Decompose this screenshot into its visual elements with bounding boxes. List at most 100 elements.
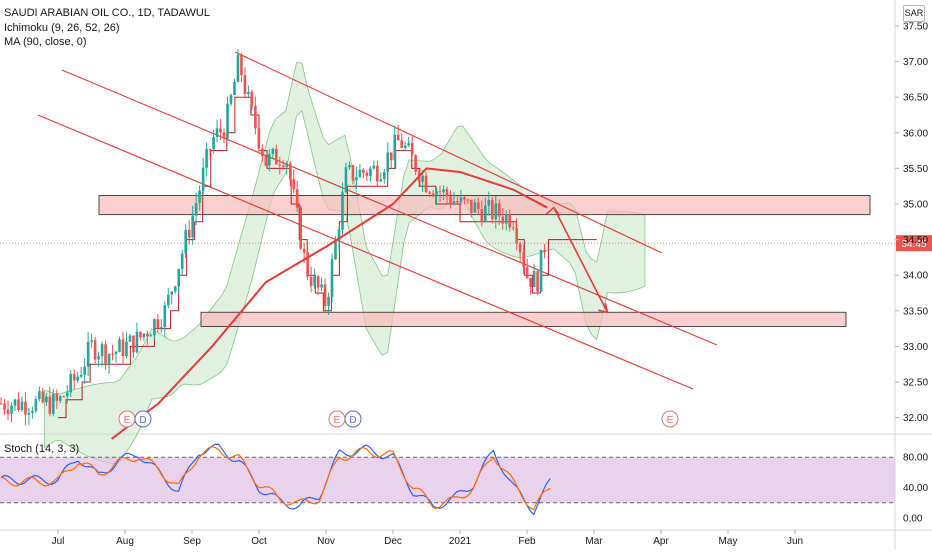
candle-body [320,284,323,288]
stoch-band [0,457,895,503]
candle-body [38,391,41,400]
candle-body [34,399,38,412]
price-tick-label: 37.00 [903,57,928,68]
candle-body [52,393,55,414]
candle-body [309,276,313,286]
candle-body [393,134,397,161]
candle-body [261,148,264,157]
candle-body [156,319,160,329]
candle-body [508,214,512,228]
candle-body [187,229,191,238]
candle-body [201,167,205,191]
time-tick-label: Mar [585,536,603,547]
candle-body [72,373,76,381]
candle-body [233,82,236,95]
candle-body [281,165,285,167]
candle-body [327,296,330,307]
candle-body [330,259,334,297]
time-tick-label: Feb [518,536,536,547]
candle-body [111,354,114,356]
candle-body [494,203,498,220]
price-tick-label: 36.00 [903,128,928,139]
event-d-nov-ring [344,410,362,428]
candle-body [163,305,167,328]
candle-body [295,189,299,208]
stoch-tick-label: 40.00 [903,483,928,494]
candle-body [100,344,104,357]
candle-body [536,271,539,292]
candle-body [351,165,355,181]
projection-arrow-top [545,206,561,216]
candle-body [442,189,445,193]
legend-stoch[interactable]: Stoch (14, 3, 3) [4,443,80,455]
candle-body [48,396,52,414]
candle-body [93,340,97,360]
currency-badge[interactable]: SAR [903,5,925,22]
candle-body [438,191,442,193]
event-e-mar: E [667,415,674,426]
candle-body [323,284,327,307]
candle-body [257,128,261,149]
candle-body [365,172,369,176]
price-tick-label: 33.50 [903,306,928,317]
projection-arrow [553,207,609,313]
candle-body [539,249,543,292]
candle-body [45,396,48,403]
candle-body [372,165,376,169]
candle-body [480,208,484,222]
candle-body [334,240,337,260]
candle-body [58,396,62,401]
candle-body [435,191,438,197]
candle-body [65,392,69,397]
candle-body [236,54,240,83]
candle-body [414,155,417,172]
candle-body [529,277,532,287]
candle-body [490,200,494,220]
candle-body [376,165,379,182]
ma-90-line [110,167,548,440]
candle-body [501,216,505,224]
candle-body [268,153,271,166]
candle-body [160,327,163,329]
candle-body [146,333,149,337]
price-tick-label: 36.50 [903,93,928,104]
price-tick-label: 34.50 [903,235,928,246]
candle-body [532,271,536,287]
candle-body [396,134,400,141]
candle-body [69,373,73,393]
candle-body [487,200,491,206]
candle-body [10,405,13,414]
candle-body [543,249,546,252]
candle-body [205,149,208,168]
legend-ma[interactable]: MA (90, close, 0) [4,36,87,48]
candle-body [121,339,125,357]
time-tick-label: Apr [653,536,669,547]
candle-body [107,354,111,364]
candle-body [114,351,118,355]
candle-body [104,344,107,364]
price-tick-label: 35.00 [903,200,928,211]
legend-title[interactable]: SAUDI ARABIAN OIL CO., 1D, TADAWUL [4,7,210,19]
candle-body [504,214,508,224]
stoch-line-1 [0,443,551,516]
candle-body [428,192,431,194]
candle-body [125,341,128,357]
candle-body [212,136,215,150]
candle-body [90,340,93,342]
candle-body [337,229,341,241]
candle-body [173,286,177,292]
candle-body [525,267,529,278]
candle-body [410,143,414,156]
legend-ichimoku[interactable]: Ichimoku (9, 26, 52, 26) [4,22,120,34]
candle-body [219,128,222,133]
candle-body [3,403,6,410]
candle-body [316,276,320,288]
candle-body [302,248,306,253]
candle-body [431,193,435,197]
price-tick-label: 33.00 [903,342,928,353]
candle-body [389,152,393,161]
candle-body [198,190,201,204]
candle-body [456,201,459,203]
candle-body [292,179,296,190]
